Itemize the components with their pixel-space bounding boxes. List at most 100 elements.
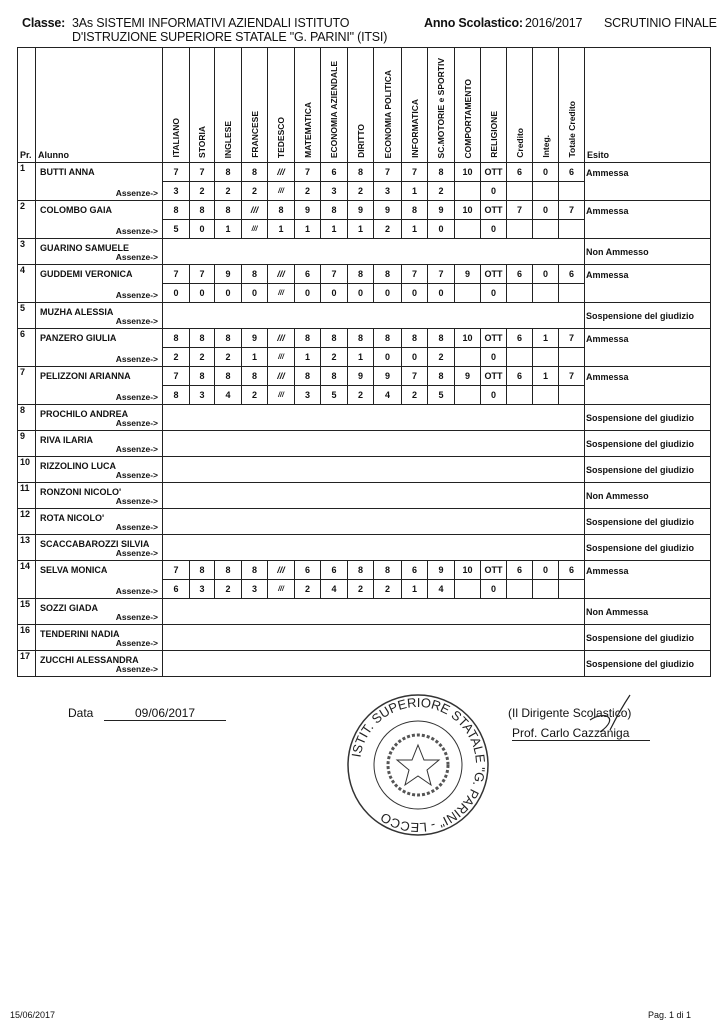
grade-cell: OTT: [480, 200, 507, 220]
absence-cell: 2: [214, 181, 242, 201]
student-name: PROCHILO ANDREA: [40, 409, 129, 419]
absence-cell: 0: [427, 219, 455, 239]
student-row: 13 SCACCABAROZZI SILVIA Assenze-> Sospensio…: [17, 534, 711, 561]
absence-cell: ///: [267, 347, 295, 367]
grade-cell: 8: [162, 200, 190, 220]
grade-cell: OTT: [480, 162, 507, 182]
grade-cell: 7: [401, 264, 428, 284]
absence-cell: 2: [320, 347, 348, 367]
absence-cell: 2: [427, 181, 455, 201]
absence-cell: 1: [267, 219, 295, 239]
student-name: MUZHA ALESSIA: [40, 307, 114, 317]
absence-label: Assenze->: [115, 638, 158, 648]
absence-cell: 0: [480, 181, 507, 201]
esito-cell: Sospensione del giudizio: [584, 430, 711, 457]
header-diritto-label: DIRITTO: [355, 124, 366, 158]
absence-cell: [558, 579, 585, 599]
grade-cell: 8: [214, 560, 242, 580]
svg-text:ISTIT. SUPERIORE STATALE "G. P: ISTIT. SUPERIORE STATALE "G. PARINI" - L…: [349, 695, 489, 835]
header-economia-aziendale: ECONOMIA AZIENDALE: [320, 47, 348, 163]
student-row: 12 ROTA NICOLO' Assenze-> Sospensione del g…: [17, 508, 711, 535]
grade-cell: 7: [189, 162, 215, 182]
absence-cell: [532, 181, 559, 201]
student-number: 4: [17, 264, 36, 303]
grade-cell: 9: [373, 200, 402, 220]
grade-cell: ///: [267, 560, 295, 580]
grade-cell: 8: [189, 560, 215, 580]
grade-cell: 8: [214, 328, 242, 348]
esito-cell: Sospensione del giudizio: [584, 624, 711, 651]
absence-cell: 1: [401, 219, 428, 239]
grade-cell: 1: [532, 366, 559, 386]
esito-cell: Non Ammesso: [584, 238, 711, 265]
absence-cell: 4: [373, 385, 402, 405]
grade-cell: 7: [320, 264, 348, 284]
esito-cell: Sospensione del giudizio: [584, 534, 711, 561]
document-title: SCRUTINIO FINALE: [604, 16, 717, 30]
grade-cell: 0: [532, 560, 559, 580]
grade-cell: ///: [267, 264, 295, 284]
grade-cell: 0: [532, 200, 559, 220]
absence-cell: 0: [373, 347, 402, 367]
header-tedesco: TEDESCO: [267, 47, 295, 163]
absence-cell: [454, 347, 481, 367]
absence-cell: 2: [347, 579, 374, 599]
header-integ-: Integ.: [532, 47, 559, 163]
absence-cell: 4: [214, 385, 242, 405]
absence-label: Assenze->: [115, 586, 158, 596]
student-number: 13: [17, 534, 36, 561]
signer-role: (Il Dirigente Scolastico): [508, 706, 632, 720]
student-name: PANZERO GIULIA: [40, 333, 117, 343]
student-row: 14 SELVA MONICA Assenze-> 7 8 8 8///6 6 8 8 6 9 10 OT…: [17, 560, 711, 599]
absence-label: Assenze->: [115, 290, 158, 300]
student-name: GUARINO SAMUELE: [40, 243, 130, 253]
grade-cell: 10: [454, 200, 481, 220]
absence-cell: 2: [347, 181, 374, 201]
header-italiano: ITALIANO: [162, 47, 190, 163]
grade-cell: 6: [294, 560, 321, 580]
absence-label: Assenze->: [115, 252, 158, 262]
grade-cell: 8: [347, 264, 374, 284]
absence-cell: 2: [347, 385, 374, 405]
grade-cell: 8: [347, 560, 374, 580]
absence-cell: [532, 283, 559, 303]
absence-label: Assenze->: [115, 188, 158, 198]
absence-label: Assenze->: [115, 316, 158, 326]
absence-cell: 0: [294, 283, 321, 303]
grade-cell: 6: [320, 162, 348, 182]
school-stamp: ISTIT. SUPERIORE STATALE "G. PARINI" - L…: [347, 694, 489, 836]
absence-cell: ///: [241, 219, 268, 239]
absence-cell: 1: [241, 347, 268, 367]
student-number: 7: [17, 366, 36, 405]
print-date: 15/06/2017: [10, 1010, 56, 1020]
student-cell: SELVA MONICA Assenze->: [35, 560, 163, 599]
grade-cell: 6: [401, 560, 428, 580]
header-religione: RELIGIONE: [480, 47, 507, 163]
student-row: 10 RIZZOLINO LUCA Assenze-> Sospensione del…: [17, 456, 711, 483]
student-name: SELVA MONICA: [40, 565, 108, 575]
absence-label: Assenze->: [115, 392, 158, 402]
grade-cell: ///: [267, 162, 295, 182]
grade-cell: 9: [347, 366, 374, 386]
grade-cell: 7: [294, 162, 321, 182]
absence-cell: 0: [480, 283, 507, 303]
date-label: Data: [68, 706, 94, 720]
grade-cell: 10: [454, 328, 481, 348]
header-alunno: Alunno: [35, 47, 163, 163]
grade-cell: ///: [267, 366, 295, 386]
absence-cell: ///: [267, 385, 295, 405]
absence-cell: 2: [373, 219, 402, 239]
header-pr: Pr.: [17, 47, 36, 163]
empty-grades: [162, 430, 585, 457]
header-francese: FRANCESE: [241, 47, 268, 163]
student-name: ZUCCHI ALESSANDRA: [40, 655, 139, 665]
header-economia-aziendale-label: ECONOMIA AZIENDALE: [329, 60, 339, 158]
student-cell: MUZHA ALESSIA Assenze->: [35, 302, 163, 329]
header-matematica-label: MATEMATICA: [302, 102, 313, 158]
absence-cell: 4: [320, 579, 348, 599]
empty-grades: [162, 482, 585, 509]
esito-cell: Ammessa: [584, 366, 711, 405]
student-number: 3: [17, 238, 36, 265]
grade-cell: OTT: [480, 366, 507, 386]
